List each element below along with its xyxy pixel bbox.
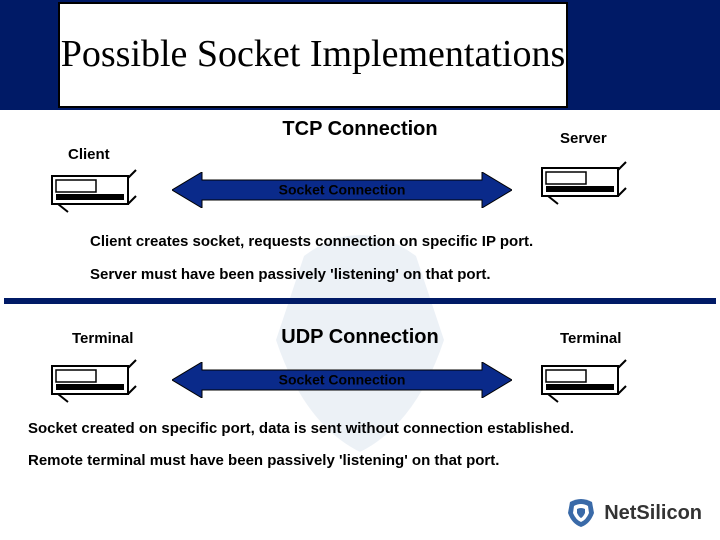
udp-heading: UDP Connection — [220, 326, 500, 349]
logo-icon — [564, 498, 598, 528]
footer-logo: NetSilicon — [564, 498, 702, 528]
tcp-left-label: Client — [68, 146, 110, 163]
tcp-heading: TCP Connection — [220, 118, 500, 141]
terminal-right-device-icon — [540, 356, 630, 404]
slide-title: Possible Socket Implementations — [61, 33, 566, 77]
udp-right-label: Terminal — [560, 330, 621, 347]
udp-left-label: Terminal — [72, 330, 133, 347]
tcp-bullet-2: Server must have been passively 'listeni… — [90, 266, 491, 283]
server-device-icon — [540, 158, 630, 206]
tcp-arrow-label: Socket Connection — [279, 182, 406, 198]
udp-bullet-2: Remote terminal must have been passively… — [28, 452, 499, 469]
logo-text: NetSilicon — [604, 502, 702, 525]
terminal-left-device-icon — [50, 356, 140, 404]
udp-arrow-label: Socket Connection — [279, 372, 406, 388]
section-divider — [4, 298, 716, 304]
udp-arrow: Socket Connection — [172, 362, 512, 398]
slide-title-box: Possible Socket Implementations — [58, 2, 568, 108]
tcp-right-label: Server — [560, 130, 607, 147]
client-device-icon — [50, 166, 140, 214]
tcp-bullet-1: Client creates socket, requests connecti… — [90, 233, 533, 250]
udp-bullet-1: Socket created on specific port, data is… — [28, 420, 574, 437]
tcp-arrow: Socket Connection — [172, 172, 512, 208]
